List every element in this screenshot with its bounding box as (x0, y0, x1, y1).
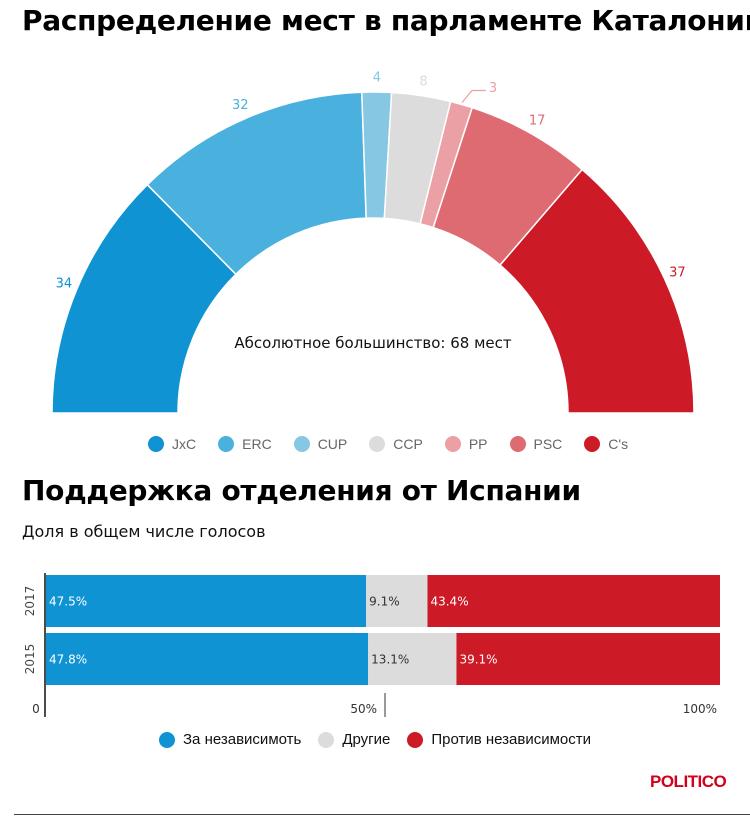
seats-legend-swatch (148, 436, 164, 452)
seat-label-cup: 4 (373, 71, 381, 86)
x-tick-50: 50% (350, 702, 377, 716)
seats-legend-swatch (509, 436, 526, 452)
politico-logo: POLITICO (650, 772, 727, 791)
seat-label-ccp: 8 (419, 74, 427, 89)
seat-segment-c-s (499, 168, 695, 414)
support-legend-label: Против независимости (431, 731, 592, 748)
seats-legend-swatch (444, 436, 461, 452)
support-chart-title: Поддержка отделения от Испании (22, 474, 581, 507)
support-legend-swatch (159, 731, 175, 748)
seats-legend-label: PSC (533, 436, 563, 452)
bar-label-2015-другие: 13.1% (371, 653, 409, 667)
year-label-2015: 2015 (23, 644, 37, 675)
seats-legend-item-erc: ERC (218, 436, 272, 452)
seats-legend-swatch (293, 436, 310, 452)
seats-legend-swatch (218, 436, 235, 452)
x-tick-0: 0 (32, 702, 40, 716)
seats-legend-item-cup: CUP (293, 436, 348, 452)
seat-label-c-s: 37 (669, 266, 686, 281)
seats-legend-label: C's (608, 436, 629, 452)
seat-label-erc: 32 (232, 98, 249, 113)
x-tick-100: 100% (683, 702, 717, 716)
bar-label-2017-против-независимости: 43.4% (430, 595, 468, 609)
bar-2015-за-независимоть (46, 633, 369, 685)
seats-legend-label: PP (468, 436, 488, 452)
year-label-2017: 2017 (23, 586, 37, 617)
bottom-divider (14, 814, 750, 815)
support-legend-label: Другие (342, 731, 391, 748)
bar-label-2015-за-независимоть: 47.8% (49, 653, 87, 667)
support-legend-item-против-независимости: Против независимости (407, 731, 591, 748)
bar-2017-за-независимоть (46, 575, 367, 627)
support-chart-subtitle: Доля в общем числе голосов (22, 522, 266, 541)
seat-label-psc: 17 (529, 113, 546, 128)
bar-label-2015-против-независимости: 39.1% (459, 653, 497, 667)
seats-legend: JxC ERC CUP CCP PP PSC C's (148, 436, 650, 452)
majority-label: Абсолютное большинство: 68 мест (234, 334, 511, 352)
support-legend-item-за-независимоть: За независимоть (159, 731, 301, 748)
seats-semicircle-chart: 34 32 4 8 3 17 37 Абсолютное большинство: 68 ме… (51, 71, 695, 414)
seats-legend-swatch (584, 436, 601, 452)
bar-2015-против-независимости (456, 633, 720, 685)
bar-2017-против-независимости (427, 575, 720, 627)
bar-label-2017-за-независимоть: 47.5% (49, 595, 87, 609)
seats-chart-title: Распределение мест в парламенте Каталони… (22, 4, 750, 37)
support-legend-item-другие: Другие (318, 731, 390, 748)
support-legend: За независимоть Другие Против независимост… (159, 731, 608, 748)
seats-legend-label: CCP (393, 436, 423, 452)
seats-legend-item-c-s: C's (584, 436, 628, 452)
seat-label-leader-pp (461, 89, 487, 103)
bar-label-2017-другие: 9.1% (369, 595, 400, 609)
bar-2017-другие (366, 575, 428, 627)
seat-label-jxc: 34 (56, 276, 73, 291)
seats-legend-label: JxC (172, 436, 197, 452)
seats-legend-label: ERC (242, 436, 272, 452)
seats-legend-item-ccp: CCP (369, 436, 423, 452)
seats-legend-item-psc: PSC (509, 436, 563, 452)
seat-label-pp: 3 (489, 81, 497, 96)
bar-2015-другие (368, 633, 457, 685)
support-legend-swatch (407, 731, 424, 748)
seats-legend-swatch (369, 436, 386, 452)
seats-legend-item-jxc: JxC (148, 436, 196, 452)
support-legend-label: За независимоть (183, 731, 302, 748)
seats-legend-label: CUP (317, 436, 348, 452)
support-legend-swatch (318, 731, 335, 748)
seats-legend-item-pp: PP (444, 436, 488, 452)
support-bar-chart: 47.5% 9.1% 43.4% 2017 47.8% 13.1% 39.1% 2015 0 50… (23, 573, 720, 717)
